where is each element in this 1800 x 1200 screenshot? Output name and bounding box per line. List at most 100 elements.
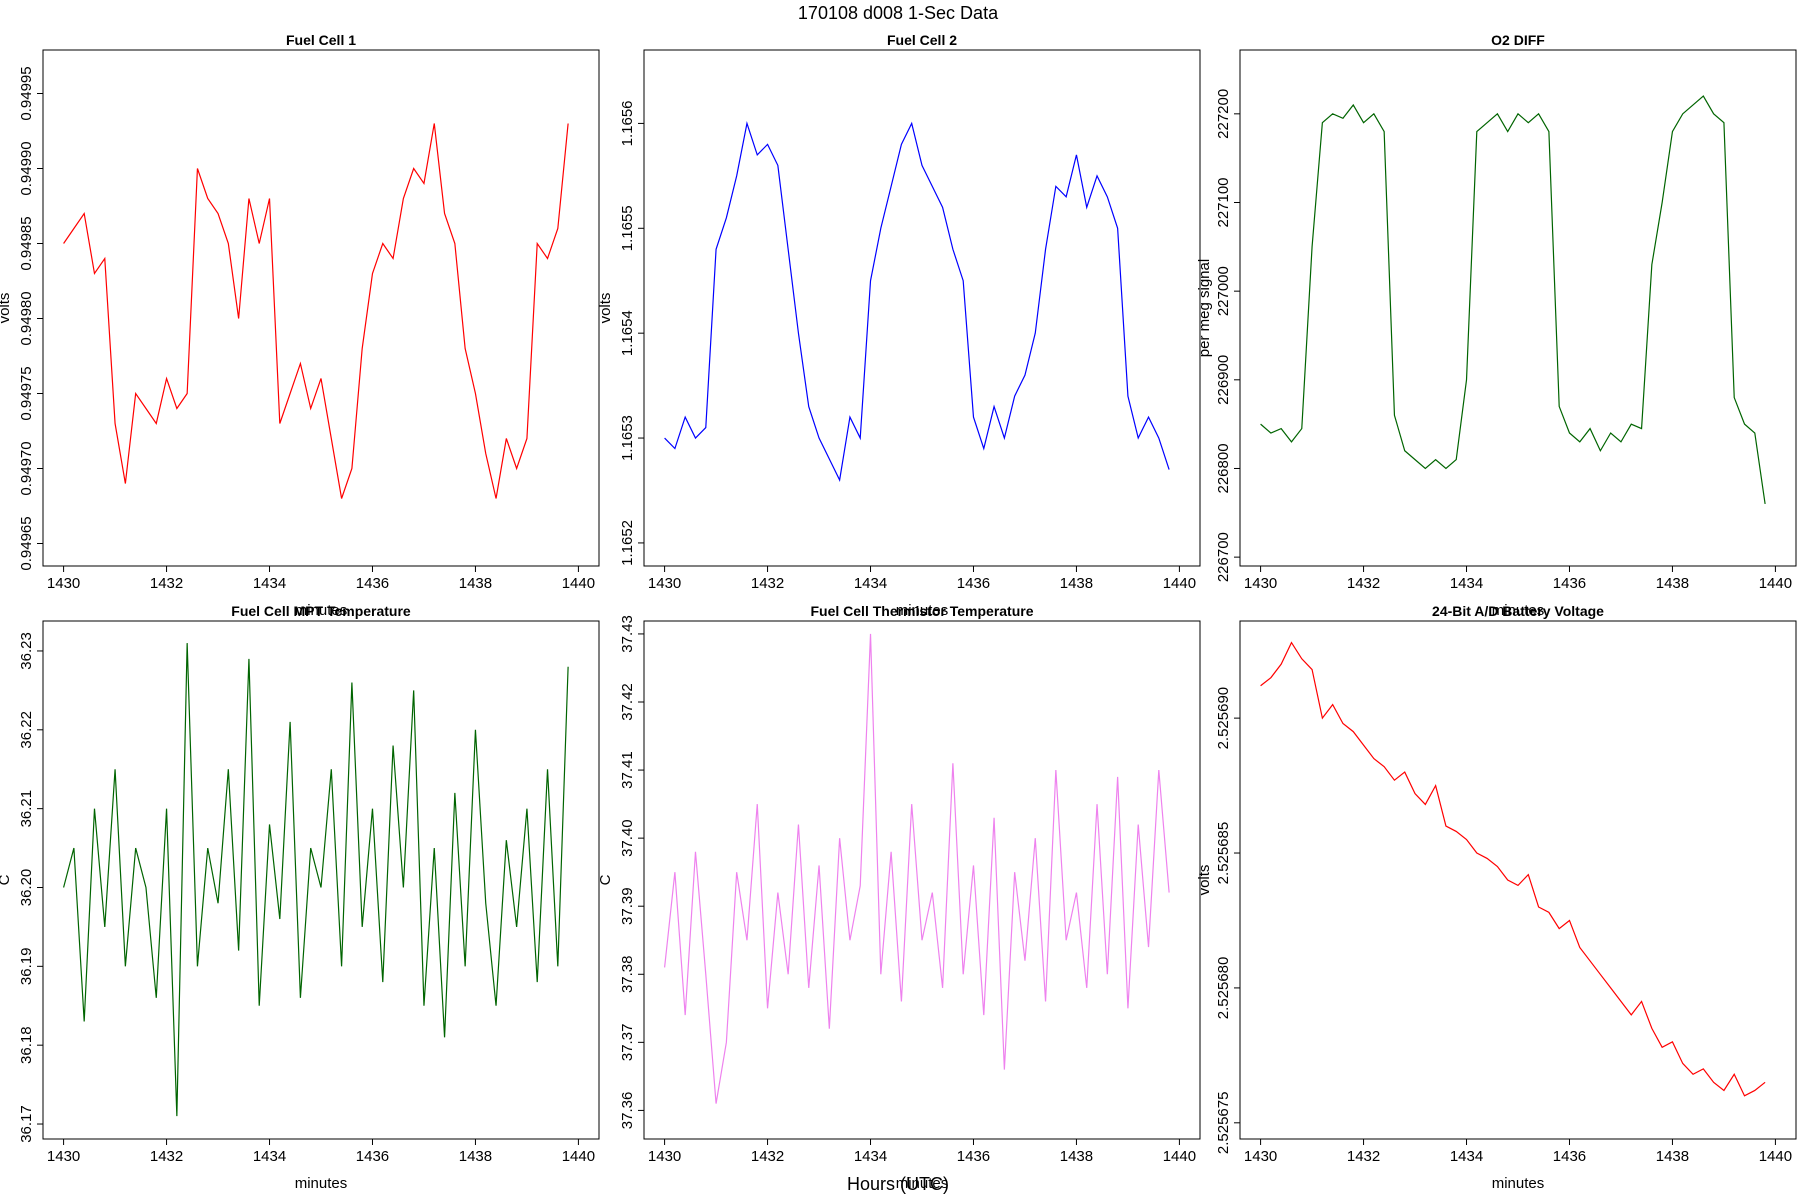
x-tick-label: 1432 xyxy=(751,575,784,592)
x-tick-label: 1440 xyxy=(1759,575,1792,592)
y-tick-label: 227000 xyxy=(1215,266,1232,316)
page-xlabel: Hours (UTC) xyxy=(847,1174,949,1194)
y-tick-label: 37.38 xyxy=(619,956,636,994)
y-tick-label: 0.94965 xyxy=(18,516,35,570)
x-tick-label: 1438 xyxy=(459,575,492,592)
x-tick-label: 1434 xyxy=(1450,575,1483,592)
plot-frame xyxy=(1239,620,1797,1140)
x-axis-label: minutes xyxy=(295,602,348,619)
x-tick-label: 1430 xyxy=(1244,575,1277,592)
y-tick-label: 36.19 xyxy=(18,948,35,986)
y-tick-label: 37.37 xyxy=(619,1024,636,1062)
x-tick-label: 1440 xyxy=(1759,1148,1792,1165)
page-title: 170108 d008 1-Sec Data xyxy=(798,3,999,23)
x-tick-label: 1434 xyxy=(854,575,887,592)
x-tick-label: 1432 xyxy=(1347,575,1380,592)
y-tick-label: 2.525680 xyxy=(1215,957,1232,1020)
x-tick-label: 1434 xyxy=(253,1148,286,1165)
x-tick-label: 1440 xyxy=(1163,575,1196,592)
plot-frame xyxy=(643,620,1201,1140)
panel-title: O2 DIFF xyxy=(1491,32,1545,48)
x-tick-label: 1432 xyxy=(150,575,183,592)
x-tick-label: 1434 xyxy=(253,575,286,592)
x-tick-label: 1430 xyxy=(648,575,681,592)
x-tick-label: 1430 xyxy=(1244,1148,1277,1165)
y-axis-label: volts xyxy=(597,293,614,324)
x-tick-label: 1438 xyxy=(459,1148,492,1165)
data-line xyxy=(1260,95,1766,505)
data-line xyxy=(1260,641,1766,1097)
y-axis-label: volts xyxy=(0,293,13,324)
x-axis-label: minutes xyxy=(1492,1175,1545,1192)
y-tick-label: 0.94990 xyxy=(18,141,35,195)
y-tick-label: 36.21 xyxy=(18,790,35,828)
panel-title: 24-Bit A/D Battery Voltage xyxy=(1432,603,1604,619)
y-tick-label: 1.1655 xyxy=(619,205,636,251)
plot-frame xyxy=(42,49,600,567)
y-tick-label: 37.36 xyxy=(619,1092,636,1130)
y-tick-label: 226700 xyxy=(1215,532,1232,582)
x-axis-label: minutes xyxy=(896,1175,949,1192)
y-tick-label: 36.17 xyxy=(18,1105,35,1143)
y-tick-label: 227100 xyxy=(1215,177,1232,227)
y-axis-label: C xyxy=(597,874,614,885)
x-tick-label: 1432 xyxy=(150,1148,183,1165)
x-tick-label: 1440 xyxy=(562,575,595,592)
data-line xyxy=(663,633,1170,1104)
y-tick-label: 2.525685 xyxy=(1215,822,1232,885)
y-tick-label: 36.22 xyxy=(18,711,35,749)
x-tick-label: 1436 xyxy=(356,575,389,592)
y-tick-label: 37.42 xyxy=(619,683,636,721)
plot-frame xyxy=(1239,49,1797,567)
x-tick-label: 1434 xyxy=(854,1148,887,1165)
x-tick-label: 1430 xyxy=(47,1148,80,1165)
y-tick-label: 0.94980 xyxy=(18,291,35,345)
data-line xyxy=(664,121,1170,482)
panel-title: Fuel Cell 1 xyxy=(286,32,356,48)
y-tick-label: 36.23 xyxy=(18,632,35,670)
x-tick-label: 1432 xyxy=(1347,1148,1380,1165)
x-tick-label: 1430 xyxy=(648,1148,681,1165)
x-tick-label: 1436 xyxy=(957,575,990,592)
x-tick-label: 1434 xyxy=(1450,1148,1483,1165)
x-tick-label: 1436 xyxy=(1553,1148,1586,1165)
y-tick-label: 0.94970 xyxy=(18,441,35,495)
x-axis-label: minutes xyxy=(1492,602,1545,619)
y-tick-label: 2.525690 xyxy=(1215,687,1232,750)
y-tick-label: 36.20 xyxy=(18,869,35,907)
x-tick-label: 1438 xyxy=(1656,575,1689,592)
panel-title: Fuel Cell 2 xyxy=(887,32,957,48)
x-tick-label: 1440 xyxy=(562,1148,595,1165)
y-tick-label: 37.40 xyxy=(619,819,636,857)
data-line xyxy=(63,123,569,499)
y-tick-label: 1.1652 xyxy=(619,520,636,566)
x-tick-label: 1430 xyxy=(47,575,80,592)
x-tick-label: 1436 xyxy=(957,1148,990,1165)
x-tick-label: 1432 xyxy=(751,1148,784,1165)
x-tick-label: 1436 xyxy=(1553,575,1586,592)
x-axis-label: minutes xyxy=(295,1175,348,1192)
y-tick-label: 227200 xyxy=(1215,89,1232,139)
plot-frame xyxy=(643,49,1201,567)
x-axis-label: minutes xyxy=(896,602,949,619)
y-axis-label: volts xyxy=(1196,865,1213,896)
plot-frame xyxy=(42,620,600,1140)
y-tick-label: 2.525675 xyxy=(1215,1092,1232,1155)
y-tick-label: 36.18 xyxy=(18,1026,35,1064)
y-tick-label: 0.94995 xyxy=(18,66,35,120)
x-tick-label: 1438 xyxy=(1060,1148,1093,1165)
y-tick-label: 0.94975 xyxy=(18,366,35,420)
y-tick-label: 37.39 xyxy=(619,887,636,925)
y-tick-label: 226800 xyxy=(1215,443,1232,493)
x-tick-label: 1438 xyxy=(1656,1148,1689,1165)
y-tick-label: 1.1653 xyxy=(619,415,636,461)
y-tick-label: 37.43 xyxy=(619,615,636,653)
y-tick-label: 0.94985 xyxy=(18,216,35,270)
y-tick-label: 37.41 xyxy=(619,751,636,789)
x-tick-label: 1438 xyxy=(1060,575,1093,592)
x-tick-label: 1440 xyxy=(1163,1148,1196,1165)
y-axis-label: per meg signal xyxy=(1196,259,1213,357)
panel-title: Fuel Cell Thermistor Temperature xyxy=(810,603,1033,619)
